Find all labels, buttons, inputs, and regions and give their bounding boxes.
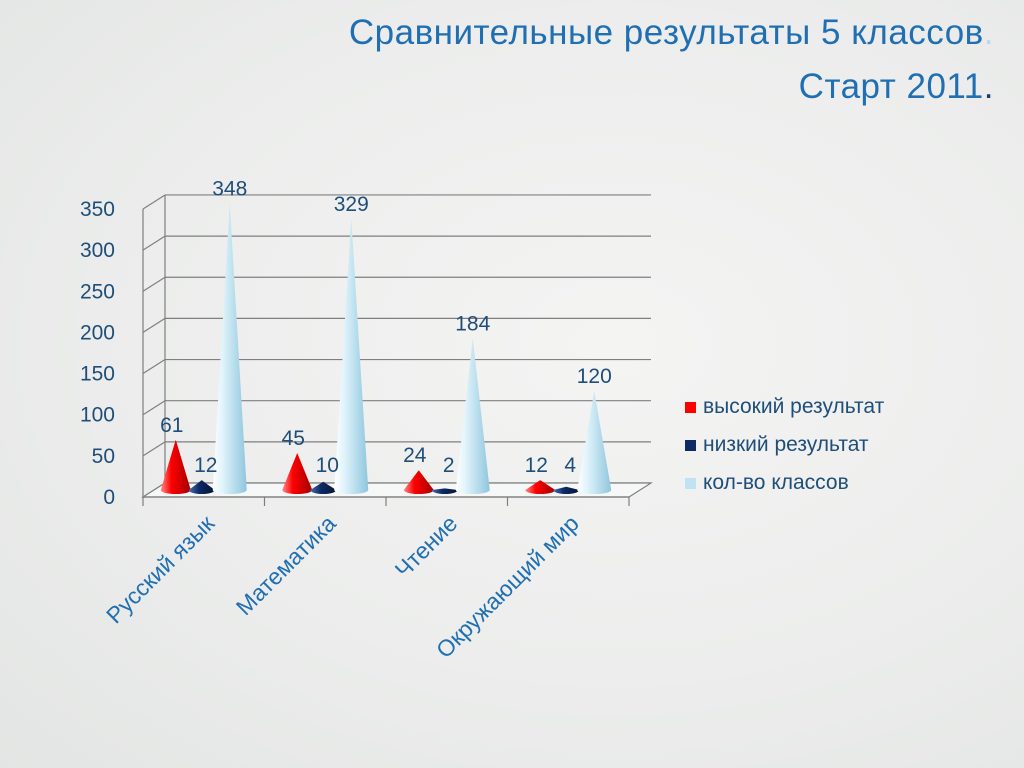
gridline-depth [142,235,166,251]
y-tick-label: 200 [80,321,115,344]
data-label: 120 [577,365,612,388]
cone-0 [403,470,434,494]
y-tick-label: 0 [103,486,115,509]
legend-item-classes: кол-во классов [685,464,884,502]
gridline-depth [142,359,166,375]
cone-1 [310,481,337,494]
cone-1 [553,486,580,494]
gridline-depth [142,441,166,457]
cone-0 [282,452,313,494]
y-tick-label: 100 [80,404,115,427]
cone-0 [525,480,556,494]
y-tick-label: 50 [92,445,115,468]
cone-2 [577,391,612,494]
data-label: 24 [403,444,427,467]
grid [142,194,651,498]
data-label: 61 [160,414,183,437]
data-label: 2 [443,454,455,477]
series-cones [160,203,612,494]
y-tick-label: 250 [80,280,115,303]
title-line-1: Сравнительные результаты 5 классов. [348,13,994,52]
cone-2 [334,219,369,494]
legend: высокий результат низкий результат кол-в… [685,388,884,502]
category-label: Математика [231,510,341,620]
legend-label-low: низкий результат [703,433,869,456]
cone-1 [188,480,215,494]
data-label: 329 [334,193,369,216]
data-label: 4 [564,454,576,477]
y-tick-label: 350 [80,198,115,221]
title-line-2: Старт 2011. [798,67,994,106]
cone-1 [431,488,458,494]
gridline-depth [142,194,166,210]
legend-label-classes: кол-во классов [703,471,849,494]
data-label: 184 [455,313,490,336]
gridline-depth [142,276,166,292]
data-label: 45 [282,427,305,450]
category-label: Чтение [390,510,463,583]
category-label: Русский язык [101,509,220,628]
legend-item-low: низкий результат [685,426,884,464]
legend-label-high: высокий результат [703,395,885,418]
legend-swatch-high [685,401,696,413]
legend-swatch-classes [685,477,696,489]
y-tick-label: 300 [80,239,115,262]
data-label: 348 [212,178,247,201]
slide-title: Сравнительные результаты 5 классов. Стар… [349,6,994,114]
gridline-depth [142,400,166,416]
data-label: 10 [316,454,339,477]
y-tick-label: 150 [80,363,115,386]
legend-item-high: высокий результат [685,388,884,426]
data-labels: 61 12 348 45 10 329 24 2 184 12 4 120 [160,178,612,478]
gridline-depth [142,317,166,333]
data-label: 12 [525,454,548,477]
legend-swatch-low [685,439,696,451]
data-label: 12 [194,454,217,477]
cone-0 [160,439,191,494]
cone-2 [212,203,247,494]
cone-2 [455,338,490,494]
